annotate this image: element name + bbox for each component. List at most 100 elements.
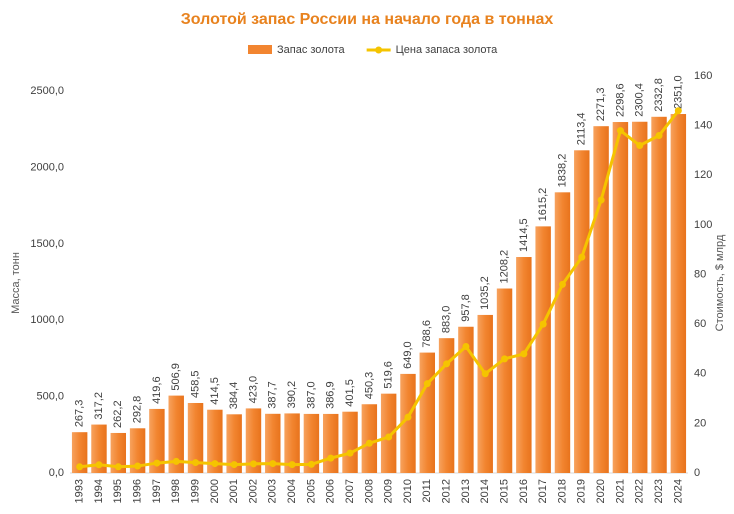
x-tick-label: 2014 xyxy=(479,479,491,503)
x-tick-label: 2020 xyxy=(595,479,607,503)
bar xyxy=(380,393,397,473)
bar xyxy=(322,413,339,473)
y2-tick-label: 60 xyxy=(694,318,706,330)
legend-label: Цена запаса золота xyxy=(396,44,499,56)
value-label: 1208,2 xyxy=(498,250,510,284)
x-tick-label: 2019 xyxy=(576,479,588,503)
line-marker xyxy=(578,253,586,261)
value-label: 519,6 xyxy=(383,361,395,389)
y2-tick-label: 100 xyxy=(694,219,712,231)
line-marker xyxy=(365,439,373,447)
line-marker xyxy=(520,350,528,358)
bar xyxy=(226,414,242,473)
line-marker xyxy=(134,462,142,470)
x-tick-label: 2004 xyxy=(286,479,298,503)
value-label: 384,4 xyxy=(228,382,240,410)
x-tick-label: 1993 xyxy=(74,479,86,503)
y-axis-title: Масса, тонн xyxy=(10,252,22,314)
line-marker xyxy=(655,132,663,140)
line-marker xyxy=(192,459,200,467)
x-tick-label: 2003 xyxy=(267,479,279,503)
bar xyxy=(516,257,532,473)
bar xyxy=(361,404,378,473)
x-tick-label: 2024 xyxy=(672,479,684,503)
value-label: 788,6 xyxy=(421,320,433,348)
line-marker xyxy=(327,454,335,462)
bar xyxy=(631,121,648,473)
bar xyxy=(612,122,629,474)
y-tick-label: 2000,0 xyxy=(30,162,64,174)
bar xyxy=(91,424,107,473)
y2-tick-label: 120 xyxy=(694,169,712,181)
value-label: 401,5 xyxy=(344,379,356,407)
bar xyxy=(496,288,513,473)
value-label: 419,6 xyxy=(151,376,163,404)
y-tick-label: 1500,0 xyxy=(30,238,64,250)
value-label: 262,2 xyxy=(112,400,124,428)
y-tick-label: 0,0 xyxy=(49,467,64,479)
legend-swatch xyxy=(248,45,272,54)
x-tick-label: 2008 xyxy=(363,479,375,503)
value-label: 387,0 xyxy=(305,381,317,409)
bar xyxy=(71,432,88,473)
line-marker xyxy=(423,380,431,388)
bar xyxy=(400,373,416,473)
value-label: 1838,2 xyxy=(556,154,568,188)
bar xyxy=(651,116,667,474)
value-label: 883,0 xyxy=(441,306,453,334)
x-tick-label: 2010 xyxy=(402,479,414,503)
value-label: 2351,0 xyxy=(672,75,684,109)
line-marker xyxy=(385,433,393,441)
x-tick-label: 2011 xyxy=(421,479,433,503)
x-tick-label: 2015 xyxy=(498,479,510,503)
bar xyxy=(303,413,320,473)
value-label: 649,0 xyxy=(402,341,414,369)
value-label: 1615,2 xyxy=(537,188,549,222)
x-tick-label: 1998 xyxy=(170,479,182,503)
x-tick-label: 2018 xyxy=(556,479,568,503)
line-marker xyxy=(346,449,354,457)
value-label: 506,9 xyxy=(170,363,182,391)
legend-label: Запас золота xyxy=(277,44,346,56)
line-marker xyxy=(674,107,682,115)
bar xyxy=(265,413,281,473)
y-tick-label: 1000,0 xyxy=(30,314,64,326)
value-label: 458,5 xyxy=(189,370,201,398)
line-marker xyxy=(211,460,219,468)
x-tick-label: 2017 xyxy=(537,479,549,503)
line-marker xyxy=(597,196,605,204)
line-marker xyxy=(462,342,470,350)
line-marker xyxy=(153,459,161,467)
line-marker xyxy=(95,461,103,469)
line-marker xyxy=(558,280,566,288)
x-tick-label: 1994 xyxy=(93,479,105,503)
value-label: 292,8 xyxy=(132,396,144,424)
legend-marker xyxy=(375,46,383,54)
bar xyxy=(168,395,184,473)
y2-tick-label: 140 xyxy=(694,120,712,132)
x-tick-label: 2006 xyxy=(325,479,337,503)
x-tick-label: 1999 xyxy=(189,479,201,503)
x-tick-label: 1997 xyxy=(151,479,163,503)
value-label: 414,5 xyxy=(209,377,221,405)
value-label: 1035,2 xyxy=(479,276,491,310)
x-tick-label: 2021 xyxy=(614,479,626,503)
value-label: 317,2 xyxy=(93,392,105,420)
line-marker xyxy=(114,463,122,471)
bar xyxy=(574,150,590,473)
bar xyxy=(342,411,358,473)
x-tick-label: 2013 xyxy=(460,479,472,503)
y2-tick-label: 160 xyxy=(694,70,712,82)
value-label: 2300,4 xyxy=(634,83,646,117)
bar xyxy=(670,114,687,473)
x-tick-label: 2012 xyxy=(441,479,453,503)
value-label: 2298,6 xyxy=(614,83,626,117)
bar xyxy=(149,408,165,473)
bar xyxy=(419,352,436,473)
line-marker xyxy=(443,360,451,368)
value-label: 2332,8 xyxy=(653,78,665,112)
line-marker xyxy=(501,355,509,363)
bar xyxy=(110,432,127,473)
x-tick-label: 2023 xyxy=(653,479,665,503)
